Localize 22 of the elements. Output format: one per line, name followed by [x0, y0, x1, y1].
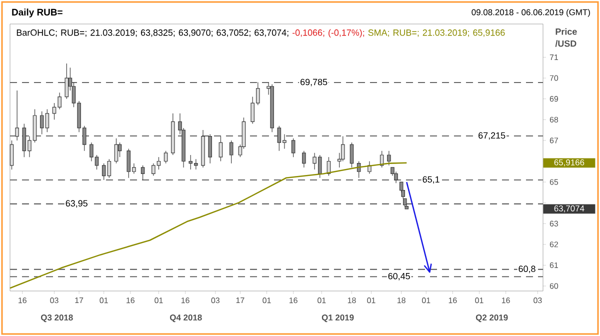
text: 65,9166: [554, 159, 584, 166]
annotation: SMA; RUB=; 21.03.2019; 65,9166: [368, 29, 505, 37]
ref-line-label: 67,215: [478, 132, 506, 140]
candlestick: [201, 130, 205, 168]
text: 63,7074: [554, 205, 584, 212]
chart-subtitle: 09.08.2018 - 06.06.2019 (GMT): [472, 9, 590, 17]
annotation: -0,1066; (-0,17%);: [292, 29, 364, 38]
annotation: BarOHLC; RUB=; 21.03.2019; 63,8325; 63,9070; 63,7052; 63,7074;: [16, 29, 288, 37]
ref-line-label: 60,45: [388, 272, 410, 280]
text: Q4 2018: [170, 314, 202, 322]
y-axis-title: Price /USD: [555, 28, 577, 47]
candlestick: [394, 171, 398, 184]
ref-line-label: 60,8: [518, 266, 536, 274]
ref-line-label: 69,785: [300, 78, 328, 86]
chart-title: Daily RUB=: [12, 8, 62, 18]
ref-line-label: 65,1: [422, 176, 440, 184]
text: Q3 2018: [41, 314, 73, 322]
text: Q1 2019: [322, 314, 354, 322]
candlestick: [302, 150, 306, 168]
candlestick: [387, 150, 391, 166]
text: Q2 2019: [476, 314, 508, 322]
ref-line-label: 63,95: [66, 200, 88, 208]
